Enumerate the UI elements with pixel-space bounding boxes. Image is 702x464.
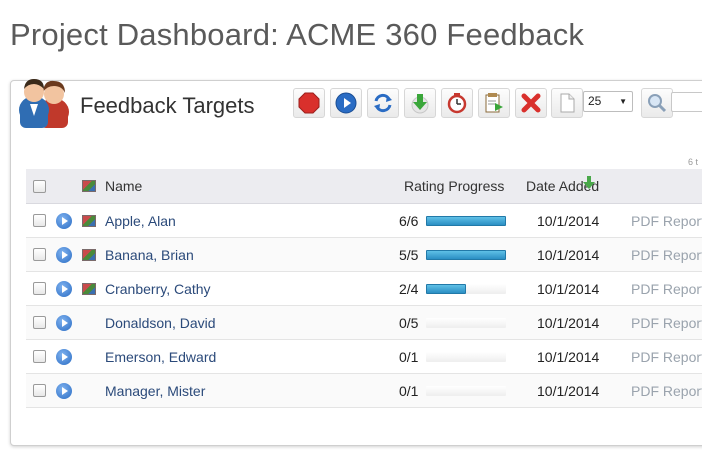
rating-score: 2/4 [399, 280, 419, 297]
play-icon[interactable] [56, 382, 72, 399]
pdf-report-link[interactable]: PDF Report [631, 246, 702, 263]
page-title: Project Dashboard: ACME 360 Feedback [10, 17, 585, 52]
refresh-icon [374, 93, 392, 113]
download-icon [411, 94, 429, 114]
target-name[interactable]: Emerson, Edward [105, 348, 217, 365]
play-icon[interactable] [56, 246, 72, 263]
header-date-added[interactable]: Date Added [526, 178, 600, 194]
pdf-report-link[interactable]: PDF Report [631, 280, 702, 297]
rating-progress-fill [426, 250, 506, 260]
rating-progress-bar [426, 386, 506, 396]
table-body: Apple, Alan 6/6 10/1/2014 PDF Report Banana,… [26, 204, 702, 408]
play-icon[interactable] [56, 212, 72, 229]
date-added: 10/1/2014 [537, 314, 600, 331]
select-all-checkbox[interactable] [33, 179, 46, 193]
row-checkbox[interactable] [33, 282, 46, 295]
target-name[interactable]: Cranberry, Cathy [105, 280, 211, 297]
image-icon [82, 248, 96, 261]
target-name[interactable]: Manager, Mister [105, 382, 206, 399]
row-checkbox[interactable] [33, 248, 46, 261]
table-row[interactable]: Apple, Alan 6/6 10/1/2014 PDF Report [26, 204, 702, 238]
table-row[interactable]: Manager, Mister 0/1 10/1/2014 PDF Report [26, 374, 702, 408]
search-button[interactable] [641, 88, 673, 118]
target-name[interactable]: Donaldson, David [105, 314, 216, 331]
table-header: Name Rating Progress Date Added [26, 169, 702, 204]
date-added: 10/1/2014 [537, 212, 600, 229]
refresh-button[interactable] [367, 88, 399, 118]
pdf-report-link[interactable]: PDF Report [631, 382, 702, 399]
row-checkbox[interactable] [33, 350, 46, 363]
date-added: 10/1/2014 [537, 246, 600, 263]
rating-score: 5/5 [399, 246, 419, 263]
table-row[interactable]: Cranberry, Cathy 2/4 10/1/2014 PDF Report [26, 272, 702, 306]
page-size-value: 25 [588, 94, 602, 108]
target-name[interactable]: Banana, Brian [105, 246, 194, 263]
page-size-button[interactable] [551, 88, 583, 118]
play-icon [335, 92, 357, 114]
table-row[interactable]: Banana, Brian 5/5 10/1/2014 PDF Report [26, 238, 702, 272]
timer-icon [447, 93, 467, 114]
row-checkbox[interactable] [33, 316, 46, 329]
header-rating-progress[interactable]: Rating Progress [404, 178, 505, 194]
image-icon [82, 214, 96, 227]
panel-title: Feedback Targets [80, 93, 255, 118]
rating-progress-bar [426, 318, 506, 328]
row-checkbox[interactable] [33, 384, 46, 397]
play-button[interactable] [330, 88, 362, 118]
rating-progress-bar [426, 352, 506, 362]
page-size-select[interactable]: 25 ▼ [583, 91, 633, 112]
pdf-report-link[interactable]: PDF Report [631, 314, 702, 331]
export-button[interactable] [478, 88, 510, 118]
date-added: 10/1/2014 [537, 280, 600, 297]
play-icon[interactable] [56, 314, 72, 331]
image-column-icon [82, 180, 96, 192]
pdf-report-link[interactable]: PDF Report [631, 348, 702, 365]
date-added: 10/1/2014 [537, 382, 600, 399]
date-added: 10/1/2014 [537, 348, 600, 365]
rating-score: 6/6 [399, 212, 419, 229]
pdf-report-link[interactable]: PDF Report [631, 212, 702, 229]
rating-score: 0/1 [399, 348, 419, 365]
search-icon [648, 94, 667, 113]
search-input[interactable] [671, 92, 702, 112]
chevron-down-icon: ▼ [619, 97, 627, 106]
record-count: 6 t [688, 157, 699, 167]
delete-icon [521, 93, 541, 113]
rating-score: 0/1 [399, 382, 419, 399]
target-name[interactable]: Apple, Alan [105, 212, 176, 229]
rating-progress-bar [426, 284, 506, 294]
rating-progress-bar [426, 250, 506, 260]
play-icon[interactable] [56, 280, 72, 297]
image-icon [82, 282, 96, 295]
export-icon [485, 93, 503, 113]
document-icon [560, 93, 575, 113]
targets-table: Name Rating Progress Date Added Apple, A… [26, 169, 702, 408]
table-row[interactable]: Emerson, Edward 0/1 10/1/2014 PDF Report [26, 340, 702, 374]
rating-progress-fill [426, 216, 506, 226]
sort-desc-icon[interactable] [582, 176, 596, 190]
delete-button[interactable] [515, 88, 547, 118]
table-row[interactable]: Donaldson, David 0/5 10/1/2014 PDF Report [26, 306, 702, 340]
users-icon [19, 79, 69, 128]
header-name[interactable]: Name [105, 178, 143, 194]
download-button[interactable] [404, 88, 436, 118]
play-icon[interactable] [56, 348, 72, 365]
stop-button[interactable] [293, 88, 325, 118]
stop-icon [298, 92, 320, 114]
rating-progress-bar [426, 216, 506, 226]
timer-button[interactable] [441, 88, 473, 118]
rating-score: 0/5 [399, 314, 419, 331]
row-checkbox[interactable] [33, 214, 46, 227]
rating-progress-fill [426, 284, 466, 294]
